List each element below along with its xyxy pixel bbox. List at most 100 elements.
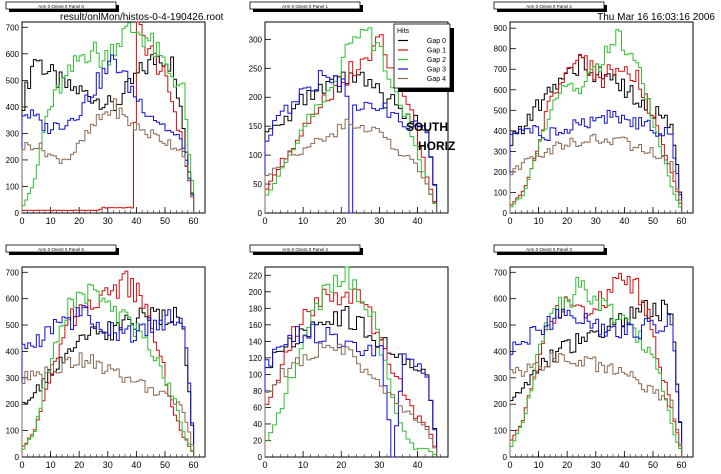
x-tick-label: 50 xyxy=(160,216,170,226)
x-tick-label: 30 xyxy=(374,216,384,226)
x-tick-label: 10 xyxy=(534,460,544,469)
x-tick-label: 0 xyxy=(262,460,267,469)
panel-title-box xyxy=(493,244,605,253)
y-tick-label: 700 xyxy=(494,268,508,277)
y-tick-label: 100 xyxy=(6,182,20,191)
panel-title: Arm 0 Orient 0 Panel 1 xyxy=(282,4,328,9)
series-line xyxy=(21,98,195,213)
panel-title-box xyxy=(5,1,117,10)
y-tick-label: 600 xyxy=(6,50,20,59)
x-tick-label: 40 xyxy=(131,216,141,226)
panel-title-box xyxy=(249,244,361,253)
y-tick-label: 250 xyxy=(249,64,263,73)
y-tick-label: 600 xyxy=(6,295,20,304)
x-tick-label: 20 xyxy=(336,460,346,469)
panel-title: Arm 0 Orient 0 Panel 4 xyxy=(282,247,328,252)
y-tick-label: 500 xyxy=(494,321,508,330)
x-tick-label: 10 xyxy=(534,216,544,226)
y-tick-label: 0 xyxy=(503,209,508,218)
x-tick-label: 20 xyxy=(562,460,572,469)
series-line xyxy=(21,54,195,213)
series-line xyxy=(509,272,683,457)
y-tick-label: 400 xyxy=(494,127,508,136)
series-line xyxy=(21,352,195,457)
legend: Hits Gap 0 Gap 1 Gap 2 Gap 3 Gap 4 xyxy=(393,23,454,92)
x-tick-label: 60 xyxy=(189,216,199,226)
x-tick-label: 10 xyxy=(46,216,56,226)
y-tick-label: 700 xyxy=(6,268,20,277)
series-line xyxy=(21,21,195,213)
series-line xyxy=(264,306,438,457)
series-line xyxy=(264,323,438,458)
x-tick-label: 0 xyxy=(19,460,24,469)
panel-title-box xyxy=(249,1,361,10)
series-line xyxy=(264,70,438,214)
y-tick-label: 0 xyxy=(15,209,20,218)
series-line xyxy=(509,276,683,457)
y-tick-label: 600 xyxy=(494,86,508,95)
histogram-panel: Arm 0 Orient 0 Panel 20 10 20 30 40 50 6001002… xyxy=(493,1,694,226)
y-tick-label: 50 xyxy=(253,180,262,189)
y-tick-label: 60 xyxy=(253,403,262,412)
x-tick-label: 0 xyxy=(19,216,24,226)
y-tick-label: 500 xyxy=(494,106,508,115)
histogram-panel: Arm 0 Orient 0 Panel 1 0 10 20 30 40 0 50 100 150… xyxy=(249,1,449,226)
y-tick-label: 300 xyxy=(494,147,508,156)
series-line xyxy=(21,305,195,457)
x-tick-label: 20 xyxy=(562,216,572,226)
y-tick-label: 400 xyxy=(6,347,20,356)
legend-box xyxy=(393,23,451,89)
y-tick-label: 100 xyxy=(249,151,263,160)
series-line xyxy=(264,342,438,457)
y-tick-label: 200 xyxy=(6,400,20,409)
x-tick-label: 20 xyxy=(74,216,84,226)
series-line xyxy=(21,22,195,213)
series-line xyxy=(509,352,683,457)
y-tick-label: 100 xyxy=(494,427,508,436)
panel-title: Arm 0 Orient 0 Panel 3 xyxy=(526,247,572,252)
y-tick-label: 300 xyxy=(249,35,263,44)
x-tick-label: 40 xyxy=(131,460,141,469)
x-tick-label: 20 xyxy=(336,216,346,226)
x-tick-label: 40 xyxy=(619,216,629,226)
x-tick-label: 0 xyxy=(507,216,512,226)
x-tick-label: 0 xyxy=(262,216,267,226)
y-tick-label: 700 xyxy=(6,23,20,32)
y-tick-label: 200 xyxy=(249,288,263,297)
x-tick-label: 50 xyxy=(648,216,658,226)
timestamp-label: Thu Mar 16 16:03:16 2006 xyxy=(597,12,715,23)
y-tick-label: 200 xyxy=(494,400,508,409)
y-tick-label: 400 xyxy=(494,347,508,356)
plot-frame xyxy=(21,266,206,458)
y-tick-label: 20 xyxy=(253,436,262,445)
series-line xyxy=(509,109,683,213)
y-tick-label: 0 xyxy=(503,453,508,462)
y-tick-label: 300 xyxy=(6,129,20,138)
arm-label: SOUTH xyxy=(406,120,448,134)
histogram-panel: Arm 0 Orient 0 Panel 30 10 20 30 40 50 6001002… xyxy=(493,244,694,470)
orientation-label: HORIZ xyxy=(418,139,456,153)
x-tick-label: 10 xyxy=(298,460,308,469)
x-tick-label: 40 xyxy=(619,460,629,469)
series-line xyxy=(21,270,195,457)
series-line xyxy=(509,299,683,457)
y-tick-label: 300 xyxy=(494,374,508,383)
x-tick-label: 30 xyxy=(103,216,113,226)
x-tick-label: 50 xyxy=(160,460,170,469)
panel-title-box xyxy=(493,1,605,10)
legend-entry: Gap 4 xyxy=(427,76,446,83)
y-tick-label: 700 xyxy=(494,65,508,74)
y-tick-label: 100 xyxy=(6,427,20,436)
x-tick-label: 30 xyxy=(591,216,601,226)
x-tick-label: 60 xyxy=(677,216,687,226)
series-line xyxy=(264,71,438,213)
file-path-label: result/onlMon/histos-0-4-190426.root xyxy=(60,12,224,23)
y-tick-label: 300 xyxy=(6,374,20,383)
x-tick-label: 30 xyxy=(591,460,601,469)
y-tick-label: 140 xyxy=(249,337,263,346)
x-tick-label: 40 xyxy=(412,216,422,226)
series-line xyxy=(509,133,683,213)
y-tick-label: 400 xyxy=(6,103,20,112)
y-tick-label: 0 xyxy=(15,453,20,462)
